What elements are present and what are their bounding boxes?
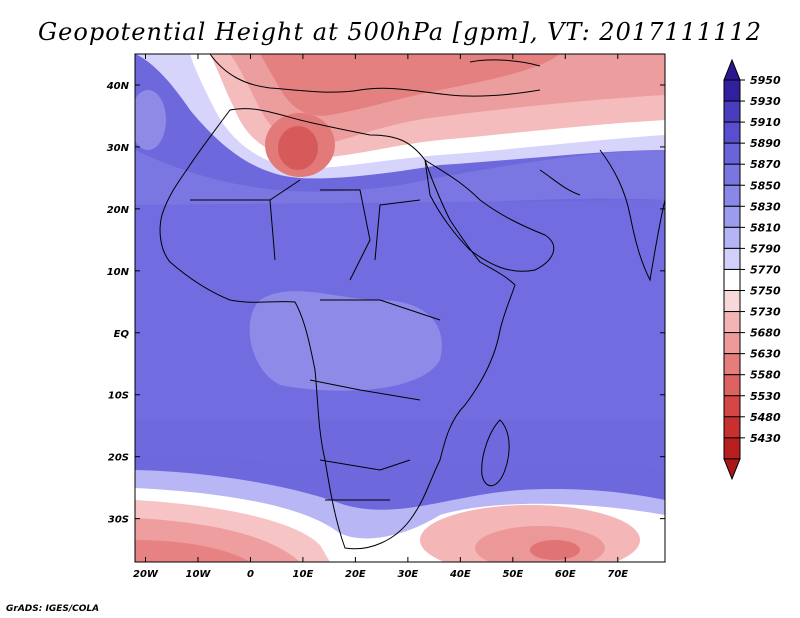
lon-tick-label: 10W [185,569,211,580]
lon-tick-label: 20W [133,569,159,580]
field-west-bump [135,90,166,150]
persian-gulf [539,169,581,196]
lat-tick-label: 20N [107,205,130,216]
madagascar [481,419,510,487]
field-algeria-low2 [278,126,318,170]
europe-med [209,54,541,97]
lat-tick-label: 40N [106,81,130,92]
border-3 [320,189,371,281]
lon-tick-label: 0 [247,569,254,580]
field-se-red2 [530,540,580,560]
colorbar-swatch [723,311,741,334]
colorbar-swatch [723,184,741,207]
colorbar-label: 5580 [750,369,781,382]
colorbar-swatch [723,163,741,186]
colorbar-swatch [723,121,741,144]
colorbar-swatch [723,268,741,292]
lat-tick-label: 30S [108,515,129,526]
map-frame [134,53,666,563]
lon-tick-label: 60E [555,569,576,580]
colorbar-label: 5950 [750,74,781,87]
colorbar-label: 5630 [750,348,781,361]
border-6 [309,379,421,401]
colorbar-swatch [723,205,741,228]
chart-title: Geopotential Height at 500hPa [gpm], VT:… [38,18,762,46]
field-north-red [260,54,560,116]
colorbar-swatch [723,79,741,102]
colorbar-swatch [723,290,741,313]
lat-tick-label: 30N [107,143,130,154]
colorbar-swatch [723,226,741,249]
colorbar-label: 5730 [750,306,781,319]
lat-tick-label: EQ [114,329,130,340]
colorbar-swatch [723,332,741,355]
lon-tick-label: 30E [397,569,418,580]
colorbar-bottom-arrow [723,458,741,481]
lon-tick-label: 20E [345,569,366,580]
lat-tick-label: 10N [107,267,130,278]
lat-tick-label: 20S [108,453,129,464]
colorbar-swatch [723,374,741,397]
india [599,149,665,282]
longitude-ticks: 20W 10W 0 10E 20E 30E 40E 50E 60E 70E [133,54,628,580]
colorbar-swatch [723,437,741,460]
colorbar-label: 5850 [750,179,781,192]
lon-tick-label: 40E [449,569,471,580]
height-field [135,54,665,562]
colorbar-label: 5890 [750,137,781,150]
colorbar-label: 5810 [750,221,781,234]
latitude-ticks: 40N 30N 20N 10N EQ 10S 20S 30S [106,81,665,526]
colorbar-label: 5530 [750,390,781,403]
colorbar-label: 5790 [750,242,781,255]
border-2 [269,199,276,261]
colorbar-label: 5870 [750,158,781,171]
colorbar-swatch [723,142,741,165]
colorbar-swatch [723,395,741,418]
colorbar-swatch [723,247,741,270]
lat-tick-label: 10S [108,391,129,402]
coastlines [159,54,665,550]
colorbar-label: 5910 [750,116,781,129]
colorbar-swatch [723,416,741,439]
colorbar-label: 5770 [750,263,781,276]
field-south-band [135,420,665,470]
border-4 [374,199,421,261]
border-7 [319,459,411,471]
colorbar-label: 5830 [750,200,781,213]
border-5 [320,299,441,321]
colorbar-label: 5930 [750,95,781,108]
lon-tick-label: 50E [502,569,523,580]
field-band-light [135,150,665,205]
lon-tick-label: 10E [293,569,314,580]
arabia [424,158,555,272]
field-central-africa [249,291,442,391]
colorbar-label: 5480 [750,411,781,424]
colorbar-label: 5680 [750,327,781,340]
colorbar-top-arrow [723,58,741,81]
colorbar-swatch [723,353,741,376]
grads-credit: GrADS: IGES/COLA [6,604,100,614]
colorbar-label: 5430 [750,432,781,445]
colorbar: 5950 5930 5910 5890 5870 5850 5830 5810 5790 5770… [723,58,781,481]
colorbar-label: 5750 [750,285,781,298]
field-south-red [135,540,250,562]
lon-tick-label: 70E [607,569,628,580]
black-sea [469,59,541,67]
colorbar-swatch [723,100,741,123]
